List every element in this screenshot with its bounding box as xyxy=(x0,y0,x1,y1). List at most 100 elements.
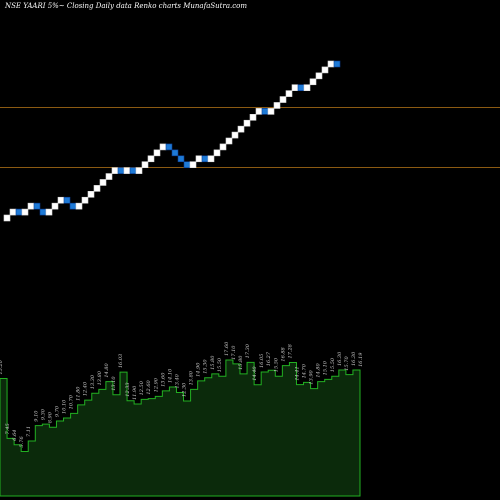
volume-label: 12.50 xyxy=(139,380,145,395)
volume-label: 15.80 xyxy=(238,355,244,370)
volume-label: 16.88 xyxy=(280,347,286,361)
renko-brick-up xyxy=(207,155,215,163)
volume-label: 15.50 xyxy=(273,357,279,372)
renko-brick-down xyxy=(117,167,125,174)
renko-bricks xyxy=(3,60,341,222)
volume-label: 14.10 xyxy=(167,368,173,383)
renko-brick-down xyxy=(129,167,137,174)
volume-labels: 15.207.456.645.767.119.10 9.30 8.909.70 10.… xyxy=(0,341,364,448)
volume-label: 13.90 xyxy=(309,369,315,384)
renko-brick-up xyxy=(111,167,119,174)
renko-brick-up xyxy=(291,84,299,91)
renko-brick-up xyxy=(285,90,293,97)
renko-brick-up xyxy=(75,202,83,210)
volume-label: 14.70 xyxy=(302,363,308,378)
renko-brick-up xyxy=(237,125,245,133)
renko-brick-up xyxy=(231,131,239,139)
volume-label: 7.11 xyxy=(26,426,32,437)
renko-brick-down xyxy=(201,155,209,163)
volume-label: 10.70 xyxy=(69,394,75,409)
volume-label: 13.60 xyxy=(160,372,166,387)
renko-brick-down xyxy=(33,202,41,210)
renko-brick-up xyxy=(213,149,221,157)
volume-label: 13.80 xyxy=(189,370,195,385)
volume-label: 16.19 xyxy=(358,352,364,367)
volume-label: 9.30 xyxy=(40,408,46,420)
volume-label: 16.27 xyxy=(266,351,272,366)
volume-label: 17.30 xyxy=(245,343,251,358)
volume-label: 15.70 xyxy=(344,356,350,371)
renko-brick-down xyxy=(171,149,179,157)
renko-brick-down xyxy=(39,208,47,216)
volume-label: 15.30 xyxy=(203,359,209,374)
renko-brick-up xyxy=(147,155,155,163)
renko-brick-up xyxy=(3,214,11,222)
renko-brick-down xyxy=(63,196,71,204)
renko-brick-up xyxy=(57,196,65,204)
renko-brick-up xyxy=(105,173,113,180)
renko-brick-down xyxy=(69,202,77,210)
volume-label: 16.30 xyxy=(337,351,343,366)
volume-label: 14.41 xyxy=(294,366,300,380)
chart-title: NSE YAARI 5%~ Closing Daily data Renko c… xyxy=(5,2,247,10)
volume-label: 9.70 xyxy=(54,405,60,417)
volume-label: 7.45 xyxy=(5,423,11,434)
volume-label: 14.40 xyxy=(252,366,258,381)
volume-label: 13.10 xyxy=(111,376,117,391)
renko-brick-down xyxy=(333,60,341,68)
renko-brick-up xyxy=(219,143,227,151)
volume-label: 14.90 xyxy=(196,362,202,377)
volume-label: 12.60 xyxy=(146,380,152,395)
renko-brick-up xyxy=(81,196,89,204)
renko-brick-up xyxy=(45,208,53,216)
volume-label: 17.10 xyxy=(231,345,237,360)
volume-label: 12.30 xyxy=(182,382,188,397)
renko-brick-up xyxy=(315,72,323,80)
renko-brick-up xyxy=(87,191,95,198)
volume-label: 14.80 xyxy=(316,363,322,378)
volume-label: 16.03 xyxy=(118,354,124,368)
volume-label: 13.40 xyxy=(174,373,180,388)
volume-label: 13.80 xyxy=(97,370,103,385)
volume-label: 12.33 xyxy=(125,382,131,396)
renko-brick-up xyxy=(27,202,35,210)
renko-brick-up xyxy=(189,161,197,168)
volume-label: 17.28 xyxy=(287,344,293,358)
renko-brick-up xyxy=(249,114,257,121)
volume-label: 15.80 xyxy=(210,355,216,370)
renko-brick-up xyxy=(141,161,149,168)
renko-brick-up xyxy=(123,167,131,174)
reference-lines xyxy=(0,107,500,168)
volume-label: 12.40 xyxy=(83,381,89,396)
volume-label: 13.30 xyxy=(90,374,96,389)
volume-label: 10.10 xyxy=(62,399,68,414)
volume-label: 9.10 xyxy=(33,410,39,422)
renko-brick-up xyxy=(99,179,107,186)
volume-area xyxy=(0,359,361,497)
volume-label: 12.90 xyxy=(153,377,159,392)
renko-brick-down xyxy=(183,161,191,168)
renko-brick-up xyxy=(51,202,59,210)
renko-brick-down xyxy=(177,155,185,163)
volume-label: 17.60 xyxy=(224,341,230,356)
renko-brick-down xyxy=(261,108,269,115)
renko-brick-up xyxy=(321,66,329,74)
renko-brick-up xyxy=(303,84,311,91)
renko-brick-up xyxy=(225,137,233,145)
volume-label: 11.90 xyxy=(132,385,138,400)
renko-brick-up xyxy=(243,119,251,127)
volume-area-path xyxy=(0,359,361,497)
renko-brick-up xyxy=(159,143,167,151)
volume-label: 15.10 xyxy=(323,360,329,375)
renko-brick-up xyxy=(309,78,317,86)
volume-label: 15.50 xyxy=(217,357,223,372)
renko-brick-down xyxy=(15,208,23,216)
renko-brick-up xyxy=(279,96,287,103)
volume-label: 5.76 xyxy=(19,436,25,448)
volume-label: 16.30 xyxy=(351,351,357,366)
volume-label: 11.80 xyxy=(76,386,82,401)
renko-brick-up xyxy=(327,60,335,68)
renko-brick-up xyxy=(135,167,143,174)
